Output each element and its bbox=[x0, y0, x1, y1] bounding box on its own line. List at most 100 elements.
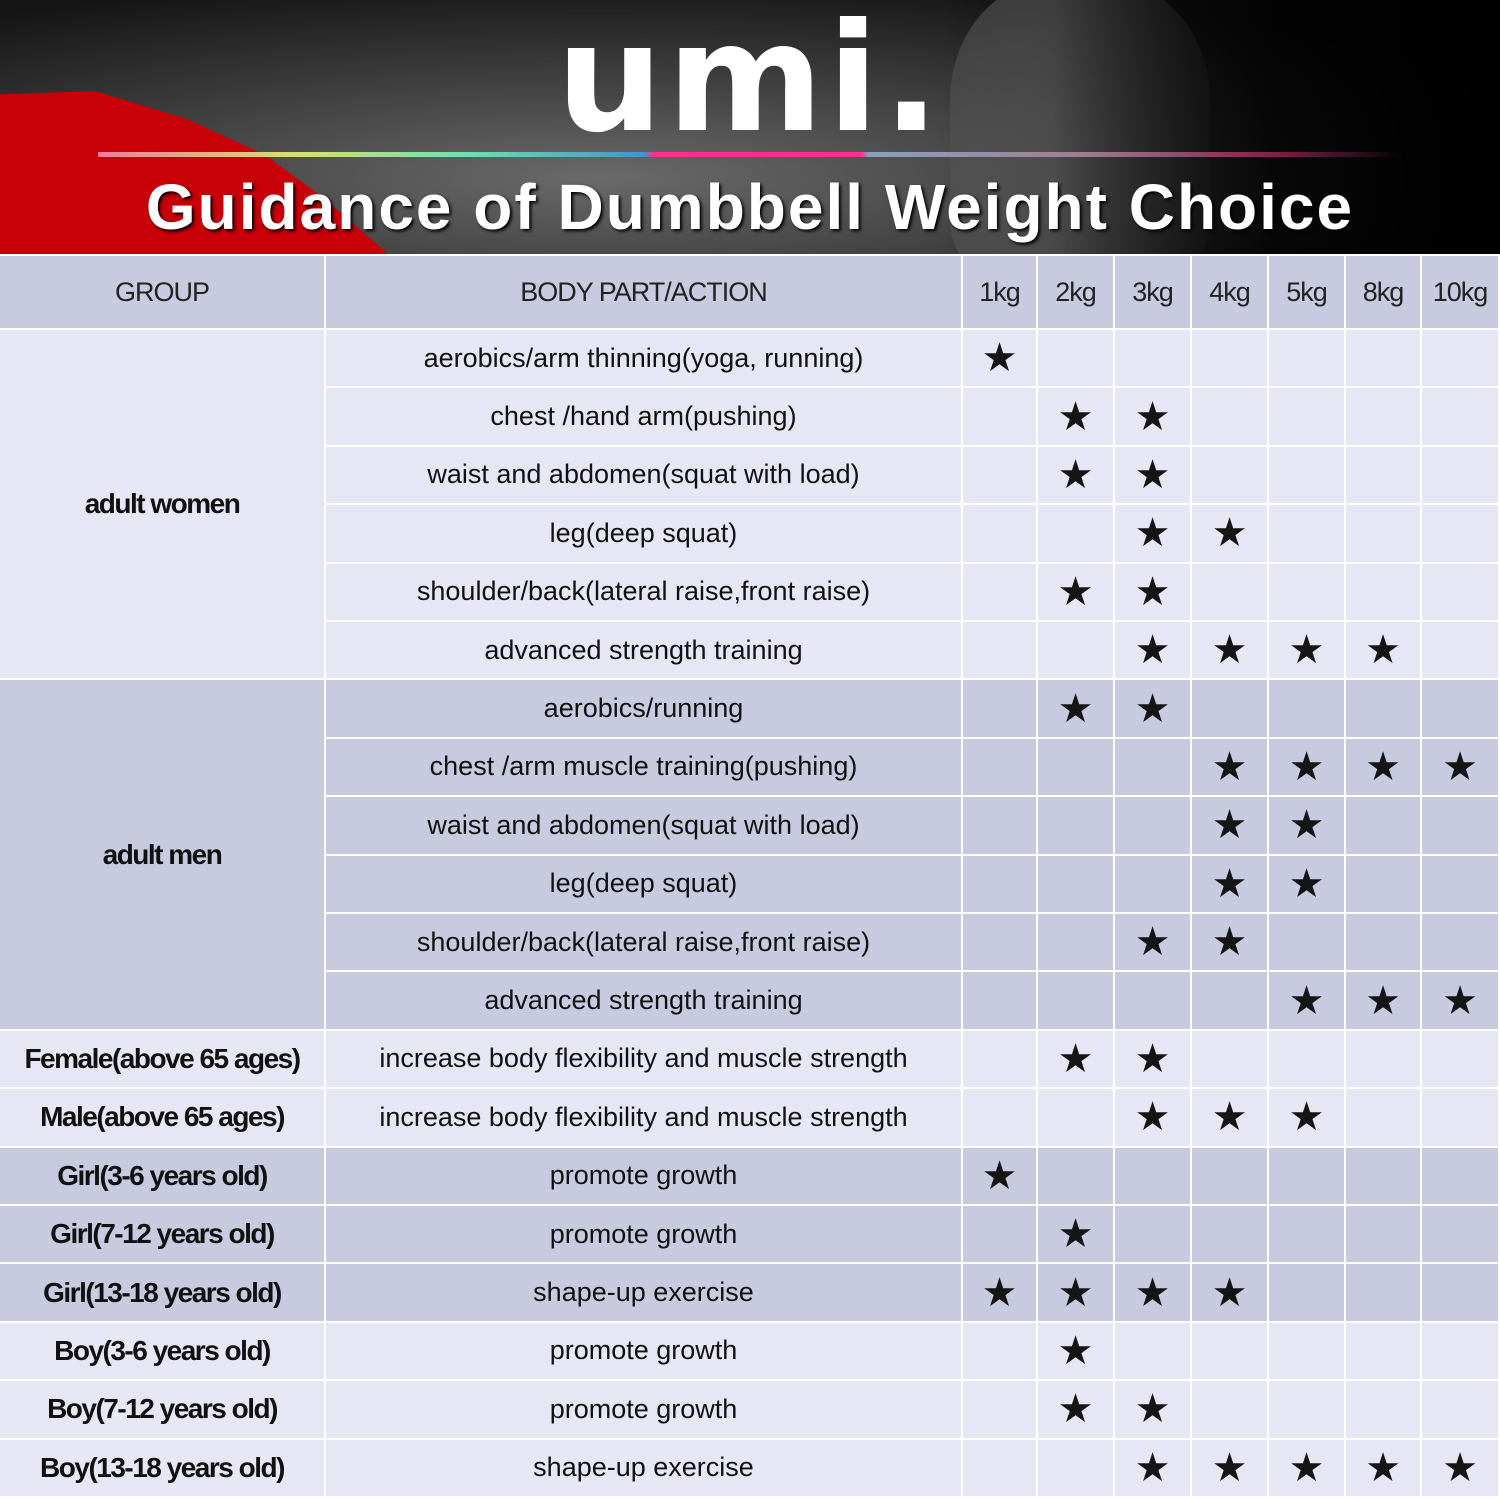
star-icon: ★ bbox=[981, 336, 1018, 381]
weight-cell-1kg bbox=[963, 797, 1038, 856]
weight-cell-2kg: ★ bbox=[1038, 446, 1115, 506]
weight-cell-10kg bbox=[1422, 563, 1500, 622]
action-label: promote growth bbox=[326, 1322, 963, 1382]
star-icon: ★ bbox=[1134, 920, 1171, 965]
weight-cell-10kg bbox=[1422, 388, 1500, 447]
weight-cell-2kg bbox=[1038, 330, 1115, 389]
weight-cell-10kg bbox=[1422, 1322, 1500, 1382]
header-weight-10kg: 10kg bbox=[1422, 256, 1500, 330]
header-weight-3kg: 3kg bbox=[1115, 256, 1192, 330]
weight-cell-3kg bbox=[1115, 1322, 1192, 1382]
weight-cell-10kg bbox=[1422, 446, 1500, 506]
group-label: Girl(3-6 years old) bbox=[0, 1147, 326, 1206]
star-icon: ★ bbox=[1134, 1387, 1171, 1432]
weight-cell-8kg bbox=[1346, 914, 1422, 973]
weight-cell-4kg bbox=[1192, 1147, 1269, 1206]
action-label: advanced strength training bbox=[326, 972, 963, 1031]
weight-cell-8kg bbox=[1346, 563, 1422, 622]
star-icon: ★ bbox=[1288, 1095, 1325, 1140]
weight-cell-8kg bbox=[1346, 1089, 1422, 1148]
weight-cell-8kg: ★ bbox=[1346, 622, 1422, 681]
action-label: shape-up exercise bbox=[326, 1439, 963, 1498]
star-icon: ★ bbox=[1057, 394, 1094, 439]
weight-cell-1kg bbox=[963, 1206, 1038, 1265]
weight-cell-3kg: ★ bbox=[1115, 388, 1192, 447]
weight-cell-10kg bbox=[1422, 1206, 1500, 1265]
star-icon: ★ bbox=[1288, 744, 1325, 789]
header-banner: umi. Guidance of Dumbbell Weight Choice bbox=[0, 0, 1500, 254]
weight-cell-8kg: ★ bbox=[1346, 738, 1422, 798]
star-icon: ★ bbox=[1134, 628, 1171, 673]
star-icon: ★ bbox=[1134, 686, 1171, 731]
group-label: Boy(3-6 years old) bbox=[0, 1322, 326, 1382]
weight-cell-2kg: ★ bbox=[1038, 388, 1115, 447]
weight-cell-8kg bbox=[1346, 1147, 1422, 1206]
group-label: Male(above 65 ages) bbox=[0, 1089, 326, 1148]
weight-cell-5kg bbox=[1269, 330, 1346, 389]
star-icon: ★ bbox=[1211, 1270, 1248, 1315]
weight-cell-10kg: ★ bbox=[1422, 1439, 1500, 1498]
weight-cell-2kg bbox=[1038, 1439, 1115, 1498]
star-icon: ★ bbox=[1057, 686, 1094, 731]
weight-cell-10kg bbox=[1422, 330, 1500, 389]
action-label: increase body flexibility and muscle str… bbox=[326, 1089, 963, 1148]
weight-cell-8kg bbox=[1346, 446, 1422, 506]
weight-cell-5kg bbox=[1269, 1381, 1346, 1440]
background-shadow bbox=[940, 0, 1500, 254]
weight-cell-1kg: ★ bbox=[963, 1147, 1038, 1206]
weight-cell-5kg: ★ bbox=[1269, 972, 1346, 1031]
weight-cell-2kg: ★ bbox=[1038, 1322, 1115, 1382]
weight-cell-1kg bbox=[963, 855, 1038, 914]
weight-cell-10kg bbox=[1422, 1147, 1500, 1206]
weight-cell-5kg bbox=[1269, 1030, 1346, 1090]
weight-cell-8kg bbox=[1346, 505, 1422, 564]
weight-cell-5kg: ★ bbox=[1269, 738, 1346, 798]
action-label: chest /arm muscle training(pushing) bbox=[326, 738, 963, 798]
weight-cell-3kg bbox=[1115, 855, 1192, 914]
star-icon: ★ bbox=[1057, 452, 1094, 497]
star-icon: ★ bbox=[1211, 1095, 1248, 1140]
action-label: shoulder/back(lateral raise,front raise) bbox=[326, 914, 963, 973]
weight-cell-1kg bbox=[963, 972, 1038, 1031]
weight-cell-8kg bbox=[1346, 1322, 1422, 1382]
star-icon: ★ bbox=[1134, 394, 1171, 439]
group-label: Girl(7-12 years old) bbox=[0, 1206, 326, 1265]
weight-cell-8kg bbox=[1346, 1264, 1422, 1323]
weight-cell-4kg: ★ bbox=[1192, 738, 1269, 798]
weight-cell-8kg: ★ bbox=[1346, 972, 1422, 1031]
weight-cell-5kg: ★ bbox=[1269, 855, 1346, 914]
weight-cell-10kg: ★ bbox=[1422, 738, 1500, 798]
star-icon: ★ bbox=[1134, 511, 1171, 556]
star-icon: ★ bbox=[1057, 569, 1094, 614]
weight-cell-1kg bbox=[963, 563, 1038, 622]
weight-cell-4kg bbox=[1192, 972, 1269, 1031]
weight-cell-2kg bbox=[1038, 972, 1115, 1031]
star-icon: ★ bbox=[1211, 861, 1248, 906]
weight-cell-5kg bbox=[1269, 680, 1346, 739]
weight-cell-4kg: ★ bbox=[1192, 914, 1269, 973]
weight-cell-2kg bbox=[1038, 1089, 1115, 1148]
action-label: promote growth bbox=[326, 1381, 963, 1440]
star-icon: ★ bbox=[1365, 628, 1401, 673]
weight-cell-10kg bbox=[1422, 680, 1500, 739]
star-icon: ★ bbox=[1211, 920, 1248, 965]
weight-cell-1kg bbox=[963, 738, 1038, 798]
star-icon: ★ bbox=[1288, 861, 1325, 906]
weight-cell-3kg: ★ bbox=[1115, 563, 1192, 622]
weight-cell-2kg bbox=[1038, 505, 1115, 564]
star-icon: ★ bbox=[1057, 1387, 1094, 1432]
action-label: aerobics/running bbox=[326, 680, 963, 739]
weight-cell-3kg bbox=[1115, 738, 1192, 798]
weight-cell-4kg: ★ bbox=[1192, 622, 1269, 681]
weight-cell-8kg: ★ bbox=[1346, 1439, 1422, 1498]
weight-cell-2kg: ★ bbox=[1038, 1381, 1115, 1440]
weight-cell-5kg bbox=[1269, 446, 1346, 506]
weight-cell-3kg: ★ bbox=[1115, 1439, 1192, 1498]
star-icon: ★ bbox=[1365, 1445, 1401, 1490]
weight-cell-4kg bbox=[1192, 330, 1269, 389]
weight-cell-1kg bbox=[963, 388, 1038, 447]
weight-cell-4kg bbox=[1192, 1206, 1269, 1265]
weight-cell-10kg bbox=[1422, 505, 1500, 564]
weight-cell-10kg bbox=[1422, 622, 1500, 681]
weight-cell-1kg bbox=[963, 1322, 1038, 1382]
